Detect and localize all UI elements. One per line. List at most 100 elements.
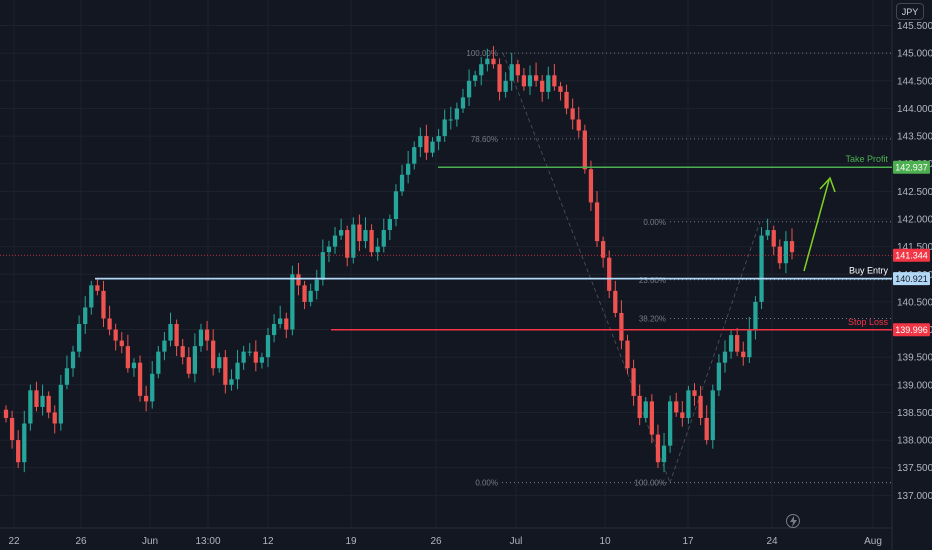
- candle-body: [789, 241, 795, 253]
- candle-body: [649, 401, 654, 435]
- y-tick-label: 144.000: [897, 104, 932, 115]
- candle-body: [168, 324, 173, 341]
- x-tick-label: 22: [8, 536, 20, 547]
- candle-body: [28, 390, 33, 424]
- candle-body: [357, 224, 362, 242]
- candle-body: [156, 351, 161, 374]
- current-price-value: 141.344: [895, 250, 928, 260]
- candle-body: [497, 64, 502, 92]
- y-tick-label: 144.500: [897, 76, 932, 87]
- candle-body: [278, 318, 283, 325]
- candle-body: [412, 147, 417, 164]
- fib-level-label: 100.00%: [466, 49, 498, 58]
- candle-body: [436, 136, 441, 142]
- candle-body: [314, 279, 319, 291]
- candle-body: [223, 357, 228, 385]
- candle-body: [58, 384, 63, 424]
- candle-body: [406, 163, 411, 175]
- candle-body: [46, 395, 51, 413]
- candle-body: [503, 80, 508, 92]
- candle-body: [192, 346, 198, 374]
- trade-levels: Take Profit Buy Entry Stop Loss: [0, 154, 892, 331]
- candle-body: [253, 351, 258, 363]
- candle-body: [204, 329, 210, 341]
- candle-body: [64, 368, 70, 385]
- candle-body: [381, 230, 386, 247]
- fibonacci-retracements: 100.00% 78.60% 0.00% 100.00% 38.20% 23.60% 0.0…: [466, 49, 892, 488]
- candle-body: [582, 130, 587, 170]
- candle-body: [338, 230, 344, 236]
- candle-body: [351, 224, 356, 258]
- candle-body: [661, 445, 667, 463]
- candle-body: [735, 335, 740, 352]
- candle-body: [485, 58, 490, 65]
- x-tick-label: 10: [599, 536, 611, 547]
- candle-body: [393, 191, 399, 219]
- currency-button[interactable]: JPY: [896, 3, 924, 20]
- candle-body: [765, 230, 770, 236]
- x-tick-label: 19: [345, 536, 357, 547]
- candle-body: [271, 324, 277, 336]
- candle-body: [265, 335, 271, 358]
- candle-body: [125, 346, 130, 369]
- candle-body: [588, 169, 594, 203]
- lightning-icon[interactable]: [786, 514, 800, 528]
- y-tick-label: 139.500: [897, 353, 932, 364]
- candle-body: [704, 417, 709, 441]
- y-tick-label: 143.500: [897, 132, 932, 143]
- candle-body: [211, 340, 216, 369]
- candle-body: [509, 64, 514, 81]
- candle-body: [247, 351, 252, 353]
- fib-level-label: 23.60%: [639, 276, 666, 285]
- candle-body: [186, 357, 191, 374]
- candle-body: [144, 395, 149, 402]
- buy-entry-value: 140.921: [895, 274, 928, 284]
- candle-body: [716, 362, 722, 391]
- stop-loss-label: Stop Loss: [848, 317, 889, 327]
- projection-arrow: [803, 176, 836, 272]
- y-tick-label: 139.000: [897, 380, 932, 391]
- y-tick-label: 145.500: [897, 21, 932, 32]
- candle-body: [722, 351, 728, 363]
- candle-body: [131, 362, 137, 369]
- candle-body: [460, 97, 466, 109]
- stop-loss-value: 139.996: [895, 325, 928, 335]
- time-axis[interactable]: 22 26 Jun 13:00 12 19 26 Jul 10 17 24 Aug: [8, 536, 881, 547]
- candle-body: [686, 390, 691, 418]
- candle-body: [619, 312, 624, 341]
- fib-level-label: 0.00%: [475, 479, 498, 488]
- candle-body: [217, 357, 222, 369]
- candle-body: [448, 119, 453, 121]
- chart-grid: [0, 0, 893, 550]
- candle-body: [40, 395, 45, 407]
- candle-body: [375, 246, 380, 253]
- stop-loss-badge: [893, 323, 930, 337]
- candle-body: [259, 357, 265, 363]
- candle-body: [174, 324, 179, 347]
- buy-entry-badge: [893, 272, 930, 286]
- candle-body: [771, 230, 776, 247]
- current-price-badge: [893, 248, 930, 262]
- y-tick-label: 142.000: [897, 214, 932, 225]
- arrow-head: [819, 176, 836, 193]
- candle-body: [466, 80, 472, 98]
- candle-body: [101, 290, 106, 319]
- candle-body: [16, 440, 21, 463]
- candle-body: [759, 235, 764, 302]
- candle-body: [783, 241, 789, 264]
- candle-body: [728, 335, 734, 352]
- candle-body: [363, 230, 368, 242]
- candle-body: [119, 340, 124, 347]
- candle-body: [308, 290, 313, 302]
- x-tick-label: 26: [75, 536, 87, 547]
- candle-body: [491, 58, 496, 65]
- candlestick-series: [3, 45, 795, 473]
- candle-body: [594, 202, 600, 242]
- fib-level-label: 38.20%: [639, 314, 666, 323]
- candle-body: [527, 75, 533, 87]
- candle-body: [430, 141, 435, 153]
- candle-body: [326, 246, 332, 253]
- candle-body: [235, 362, 240, 380]
- candle-body: [302, 285, 307, 302]
